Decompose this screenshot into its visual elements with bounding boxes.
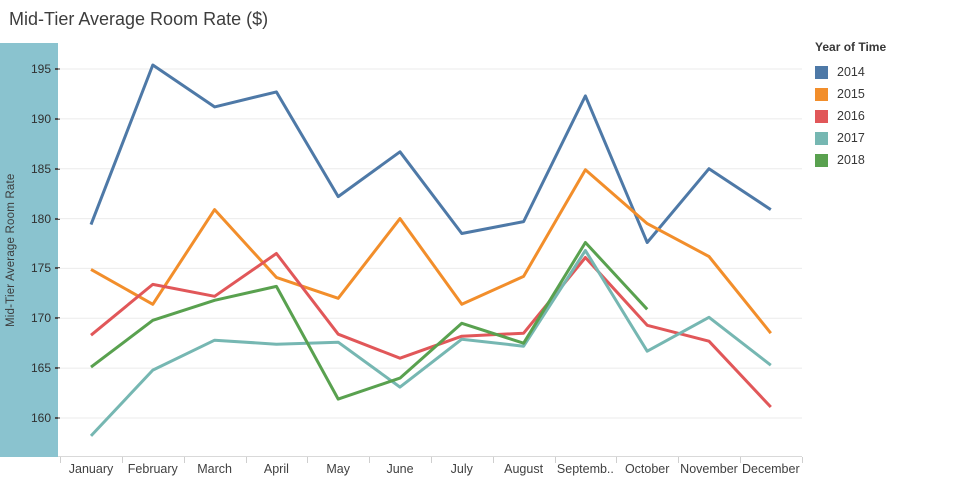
line-2017[interactable] bbox=[89, 249, 772, 437]
legend-item-2017[interactable]: 2017 bbox=[815, 127, 886, 149]
y-tick-label-180: 180 bbox=[30, 211, 51, 226]
x-tick-label-march: March bbox=[197, 462, 232, 476]
legend-label-2018: 2018 bbox=[837, 153, 865, 167]
y-tick-label-190: 190 bbox=[30, 111, 51, 126]
chart-title: Mid-Tier Average Room Rate ($) bbox=[9, 9, 269, 29]
x-tick-label-may: May bbox=[326, 462, 350, 476]
x-tick-mark bbox=[739, 457, 741, 463]
legend-item-2018[interactable]: 2018 bbox=[815, 149, 886, 171]
y-tick-mark-170 bbox=[55, 317, 60, 320]
legend: Year of Time 2014 2015 2016 2017 2018 bbox=[815, 40, 886, 171]
legend-swatch-2015 bbox=[815, 87, 828, 101]
y-tick-mark-160 bbox=[55, 416, 60, 419]
x-tick-mark bbox=[307, 457, 309, 463]
legend-title: Year of Time bbox=[815, 40, 887, 54]
y-axis-strip[interactable]: Mid-Tier Average Room Rate 195 190 185 180 1… bbox=[0, 43, 60, 457]
y-tick-mark-195 bbox=[55, 68, 60, 70]
x-tick-label-april: April bbox=[263, 462, 289, 476]
x-tick-label-february: February bbox=[127, 462, 178, 476]
x-tick-label-december: December bbox=[741, 462, 800, 476]
x-tick-mark bbox=[245, 457, 247, 463]
x-tick-mark bbox=[121, 457, 123, 463]
x-tick-mark bbox=[616, 457, 618, 463]
legend-swatch-2014 bbox=[815, 65, 828, 79]
line-2015[interactable] bbox=[90, 168, 772, 335]
y-tick-label-175: 175 bbox=[30, 261, 51, 276]
x-tick-label-june: June bbox=[386, 462, 414, 476]
legend-item-2014[interactable]: 2014 bbox=[815, 61, 886, 83]
x-tick-mark bbox=[678, 457, 680, 463]
legend-swatch-2016 bbox=[815, 109, 828, 123]
y-tick-label-165: 165 bbox=[30, 361, 51, 376]
y-tick-mark-175 bbox=[55, 267, 60, 270]
legend-items: 2014 2015 2016 2017 2018 bbox=[815, 61, 886, 171]
legend-label-2015: 2015 bbox=[837, 87, 865, 101]
x-tick-mark bbox=[430, 457, 432, 463]
legend-swatch-2018 bbox=[815, 153, 828, 167]
line-2016[interactable] bbox=[90, 252, 772, 409]
x-tick-label-august: August bbox=[504, 462, 544, 476]
x-tick-mark bbox=[60, 457, 62, 463]
legend-label-2014: 2014 bbox=[837, 65, 865, 79]
x-tick-mark bbox=[554, 457, 556, 463]
x-tick-mark bbox=[492, 457, 494, 463]
y-tick-mark-190 bbox=[55, 117, 60, 120]
x-tick-label-january: January bbox=[68, 462, 114, 476]
y-tick-label-170: 170 bbox=[30, 311, 51, 326]
y-tick-mark-185 bbox=[55, 167, 60, 170]
line-2014[interactable] bbox=[89, 63, 772, 244]
x-tick-label-october: October bbox=[624, 462, 670, 476]
legend-label-2016: 2016 bbox=[837, 109, 865, 123]
y-tick-label-185: 185 bbox=[30, 161, 51, 176]
legend-swatch-2017 bbox=[815, 131, 828, 145]
y-tick-mark-165 bbox=[55, 367, 60, 370]
legend-label-2017: 2017 bbox=[837, 131, 865, 145]
x-tick-mark bbox=[183, 457, 185, 463]
x-tick-mark bbox=[369, 457, 371, 463]
y-tick-label-195: 195 bbox=[30, 62, 51, 76]
x-tick-mark bbox=[801, 457, 803, 463]
y-tick-mark-180 bbox=[55, 217, 60, 220]
legend-item-2016[interactable]: 2016 bbox=[815, 105, 886, 127]
x-tick-label-september: Septemb.. bbox=[556, 462, 614, 476]
y-tick-label-160: 160 bbox=[30, 410, 51, 425]
legend-item-2015[interactable]: 2015 bbox=[815, 83, 886, 105]
line-2018[interactable] bbox=[90, 241, 649, 401]
plot-area[interactable] bbox=[58, 43, 802, 457]
x-tick-label-november: November bbox=[680, 462, 738, 476]
y-axis-title: Mid-Tier Average Room Rate bbox=[5, 173, 17, 327]
x-tick-label-july: July bbox=[450, 462, 473, 476]
